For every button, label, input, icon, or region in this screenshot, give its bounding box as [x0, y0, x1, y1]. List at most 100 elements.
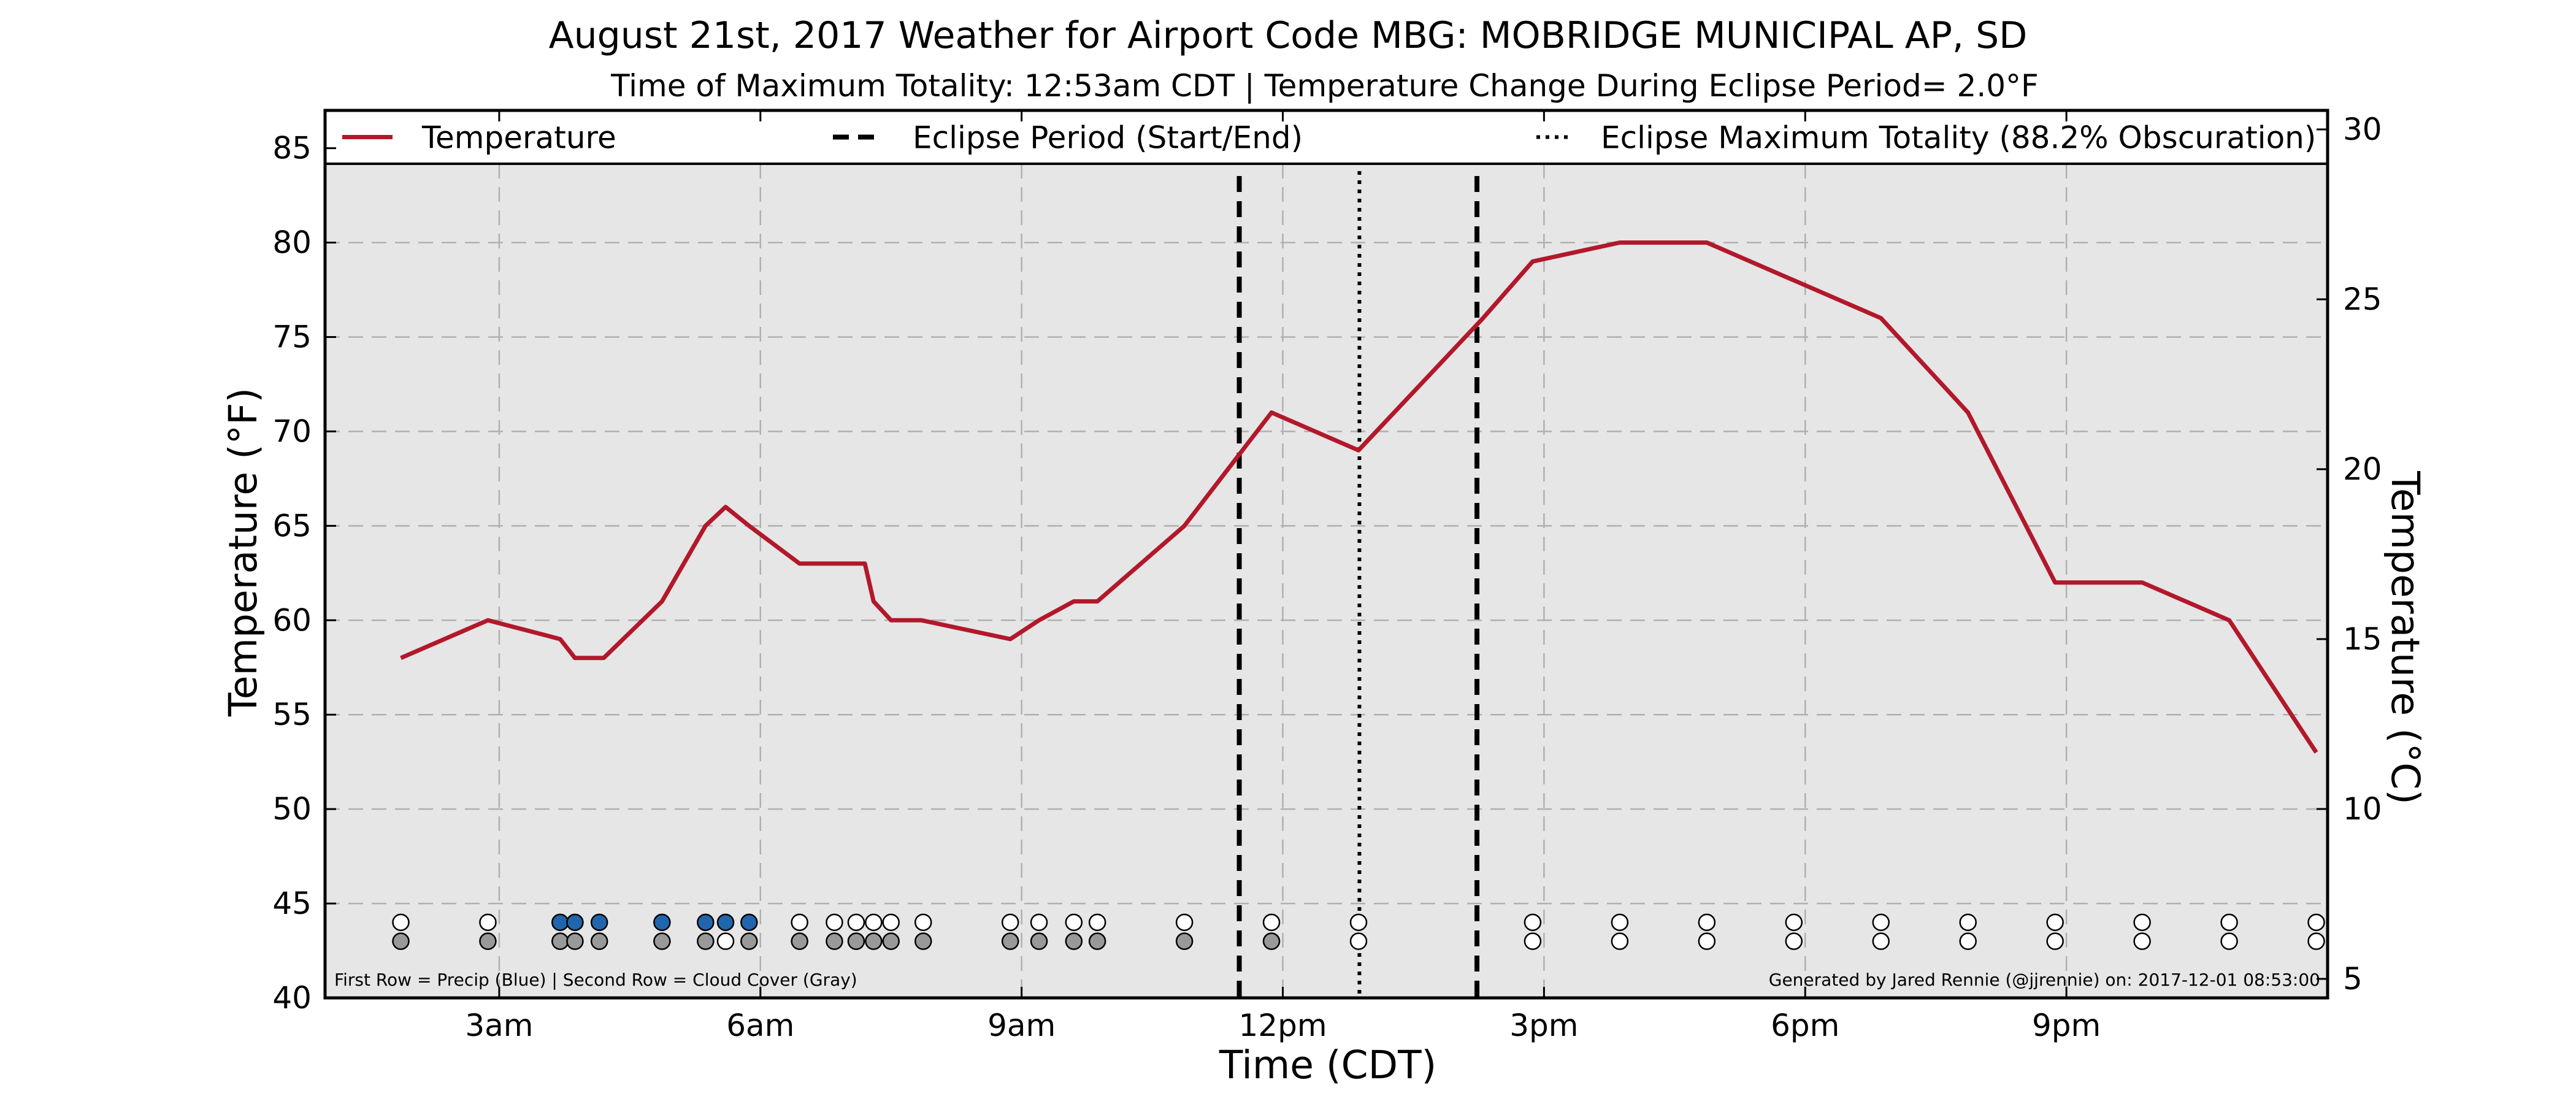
precip-marker — [826, 913, 843, 932]
chart-subtitle: Time of Maximum Totality: 12:53am CDT | … — [610, 68, 2039, 104]
precip-marker — [847, 913, 865, 932]
cloud-marker — [847, 932, 865, 950]
precip-marker — [392, 913, 410, 932]
y2-tick-label: 25 — [2343, 282, 2382, 317]
precip-marker — [1611, 913, 1629, 932]
precip-marker — [1262, 913, 1281, 932]
y2-tick-label: 15 — [2343, 621, 2382, 657]
cloud-marker — [2307, 932, 2325, 950]
precip-marker — [1065, 913, 1083, 932]
cloud-marker — [1524, 932, 1542, 950]
cloud-marker — [1611, 932, 1629, 950]
cloud-marker — [1030, 932, 1048, 950]
precip-marker — [740, 913, 758, 932]
y-tick-label: 50 — [272, 791, 312, 827]
cloud-marker — [1065, 932, 1083, 950]
legend-eclipse-max-label: Eclipse Maximum Totality (88.2% Obscurat… — [1601, 120, 2316, 156]
precip-marker — [791, 913, 808, 932]
y2-tick-label: 20 — [2343, 451, 2382, 487]
cloud-marker — [716, 932, 735, 950]
cloud-marker — [882, 932, 900, 950]
legend-eclipse-period-label: Eclipse Period (Start/End) — [913, 120, 1303, 156]
cloud-marker — [1785, 932, 1803, 950]
precip-marker — [590, 913, 608, 932]
cloud-marker — [1262, 932, 1281, 950]
x-tick-label: 9am — [987, 1008, 1056, 1043]
chart-title: August 21st, 2017 Weather for Airport Co… — [549, 14, 2028, 57]
legend-box — [324, 109, 2329, 165]
x-axis-label: Time (CDT) — [1219, 1043, 1436, 1087]
cloud-marker — [697, 932, 715, 950]
precip-marker — [551, 913, 569, 932]
y-tick-label: 65 — [272, 508, 312, 543]
y-tick-label: 75 — [272, 319, 312, 355]
x-tick-label: 9pm — [2032, 1008, 2101, 1043]
x-tick-label: 6am — [726, 1008, 794, 1043]
x-tick-label: 6pm — [1771, 1008, 1839, 1043]
precip-marker — [865, 913, 883, 932]
cloud-marker — [479, 932, 497, 950]
cloud-marker — [566, 932, 584, 950]
y-tick-label: 40 — [272, 980, 312, 1016]
plot-frame — [323, 109, 2329, 1000]
cloud-marker — [914, 932, 932, 950]
x-tick-label: 12pm — [1238, 1008, 1327, 1043]
y2-tick-label: 30 — [2343, 112, 2382, 147]
x-tick-label: 3am — [465, 1008, 533, 1043]
cloud-marker — [392, 932, 410, 950]
precip-marker — [1088, 913, 1106, 932]
precip-marker — [1001, 913, 1019, 932]
y2-tick-label: 10 — [2343, 791, 2382, 827]
precip-marker — [1175, 913, 1194, 932]
precip-marker — [1030, 913, 1048, 932]
precip-marker — [1349, 913, 1368, 932]
footnote-right: Generated by Jared Rennie (@jjrennie) on… — [1769, 970, 2320, 990]
cloud-marker — [740, 932, 758, 950]
precip-marker — [1524, 913, 1542, 932]
precip-marker — [2307, 913, 2325, 932]
precip-marker — [882, 913, 900, 932]
cloud-marker — [1349, 932, 1368, 950]
cloud-marker — [1175, 932, 1194, 950]
cloud-marker — [2220, 932, 2238, 950]
cloud-marker — [1698, 932, 1716, 950]
y-tick-label: 70 — [272, 413, 312, 449]
precip-marker — [914, 913, 932, 932]
cloud-marker — [590, 932, 608, 950]
precip-marker — [2133, 913, 2151, 932]
precip-marker — [1959, 913, 1977, 932]
y-axis-label: Temperature (°F) — [221, 388, 266, 717]
plot-background — [325, 110, 2328, 998]
precip-marker — [653, 913, 671, 932]
cloud-marker — [653, 932, 671, 950]
precip-marker — [716, 913, 735, 932]
precip-marker — [479, 913, 497, 932]
precip-marker — [2220, 913, 2238, 932]
y2-axis-label: Temperature (°C) — [2383, 470, 2428, 805]
y2-tick-label: 5 — [2343, 961, 2363, 997]
precip-marker — [697, 913, 715, 932]
y-tick-label: 85 — [272, 131, 312, 166]
cloud-marker — [1872, 932, 1890, 950]
temperature-line — [400, 240, 2318, 754]
cloud-marker — [2133, 932, 2151, 950]
plot-area: First Row = Precip (Blue) | Second Row =… — [272, 109, 2382, 1043]
precip-marker — [2046, 913, 2064, 932]
cloud-marker — [1959, 932, 1977, 950]
y-tick-label: 55 — [272, 697, 312, 732]
cloud-marker — [865, 932, 883, 950]
cloud-marker — [791, 932, 808, 950]
y-tick-label: 80 — [272, 225, 312, 261]
cloud-marker — [2046, 932, 2064, 950]
cloud-marker — [826, 932, 843, 950]
cloud-marker — [1001, 932, 1019, 950]
precip-marker — [566, 913, 584, 932]
legend-temperature-label: Temperature — [421, 120, 616, 156]
precip-marker — [1872, 913, 1890, 932]
cloud-marker — [551, 932, 569, 950]
y-tick-label: 60 — [272, 602, 312, 638]
cloud-marker — [1088, 932, 1106, 950]
x-tick-label: 3pm — [1509, 1008, 1578, 1043]
footnote-left: First Row = Precip (Blue) | Second Row =… — [334, 970, 857, 990]
